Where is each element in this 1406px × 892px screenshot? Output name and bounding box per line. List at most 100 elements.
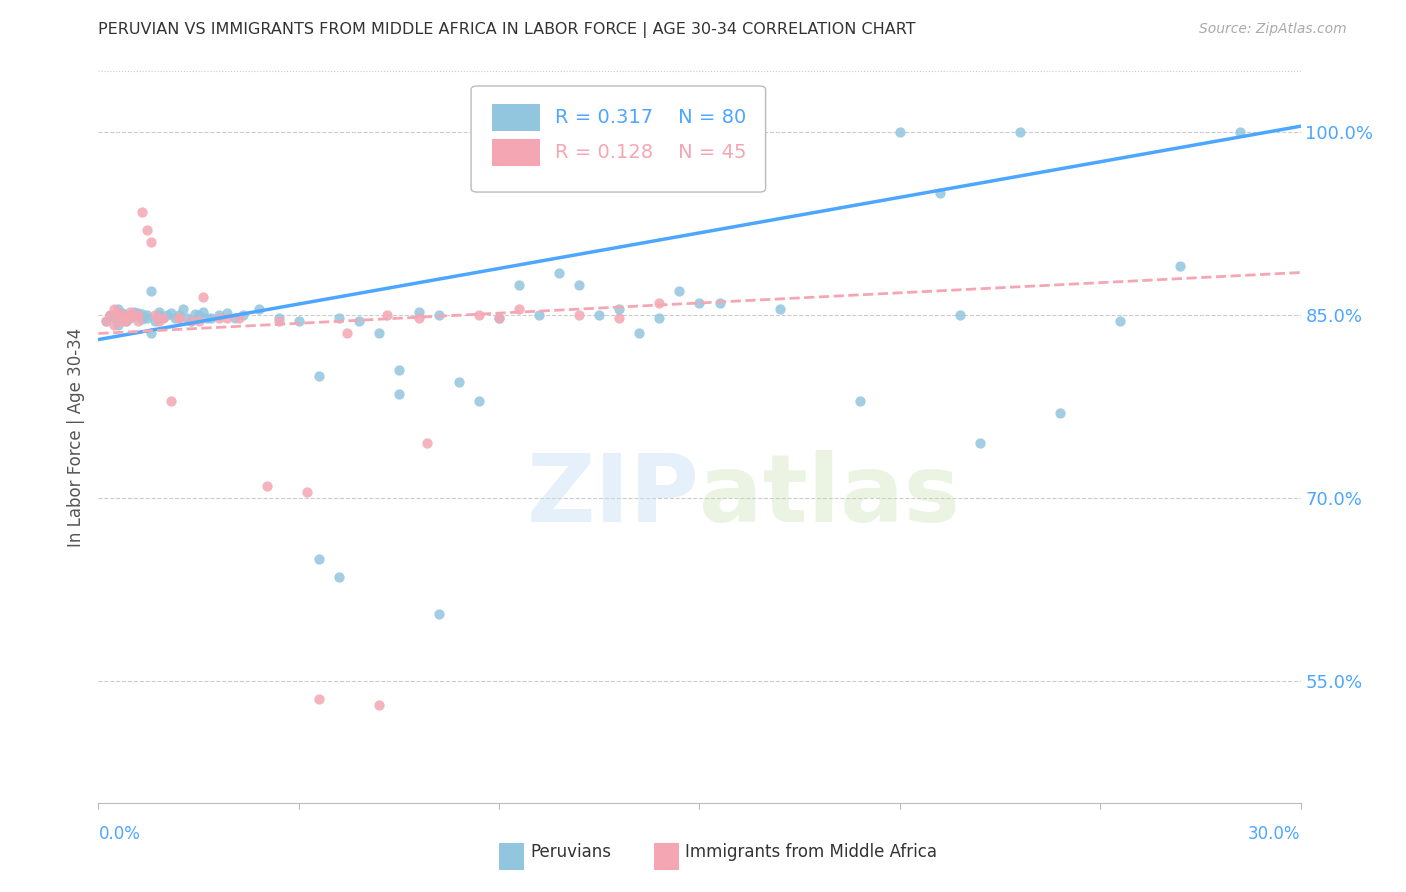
- Point: [468, 308, 491, 322]
- Point: [949, 308, 972, 322]
- Point: [347, 314, 370, 328]
- Point: [508, 301, 530, 317]
- Point: [167, 310, 190, 325]
- Point: [568, 308, 591, 322]
- Point: [548, 266, 571, 280]
- Point: [416, 436, 439, 450]
- Point: [159, 306, 181, 320]
- Point: [103, 301, 125, 317]
- Point: [135, 308, 157, 322]
- Point: [131, 307, 153, 321]
- Text: R = 0.317    N = 80: R = 0.317 N = 80: [555, 108, 747, 127]
- Point: [889, 125, 911, 139]
- Point: [388, 387, 411, 401]
- Point: [107, 301, 129, 317]
- Point: [508, 277, 530, 292]
- Point: [163, 310, 186, 325]
- Point: [172, 301, 194, 317]
- Point: [131, 204, 153, 219]
- Point: [1049, 406, 1071, 420]
- FancyBboxPatch shape: [492, 103, 540, 131]
- Point: [247, 301, 270, 317]
- Point: [208, 310, 231, 325]
- Y-axis label: In Labor Force | Age 30-34: In Labor Force | Age 30-34: [66, 327, 84, 547]
- Point: [183, 307, 205, 321]
- Point: [143, 314, 166, 328]
- Point: [328, 570, 350, 584]
- FancyBboxPatch shape: [471, 86, 766, 192]
- Point: [111, 310, 134, 325]
- Text: Source: ZipAtlas.com: Source: ZipAtlas.com: [1199, 22, 1347, 37]
- Text: ZIP: ZIP: [527, 450, 699, 541]
- Point: [648, 310, 671, 325]
- Point: [529, 308, 551, 322]
- Point: [1008, 125, 1031, 139]
- Point: [187, 314, 209, 328]
- Point: [336, 326, 359, 341]
- Point: [120, 310, 142, 324]
- Point: [128, 308, 150, 322]
- Text: atlas: atlas: [699, 450, 960, 541]
- Point: [232, 308, 254, 322]
- Point: [488, 310, 510, 325]
- Point: [111, 306, 134, 320]
- Point: [120, 310, 142, 325]
- Point: [408, 304, 430, 318]
- Text: Immigrants from Middle Africa: Immigrants from Middle Africa: [685, 843, 936, 861]
- Point: [124, 308, 146, 322]
- Point: [107, 318, 129, 332]
- FancyBboxPatch shape: [492, 138, 540, 167]
- Point: [488, 310, 510, 325]
- Point: [103, 310, 125, 325]
- Point: [368, 698, 391, 713]
- Point: [388, 363, 411, 377]
- Point: [167, 308, 190, 322]
- Point: [159, 393, 181, 408]
- Point: [609, 310, 631, 325]
- Point: [375, 308, 398, 322]
- Point: [191, 290, 214, 304]
- Point: [180, 314, 202, 328]
- Point: [107, 310, 129, 325]
- Point: [100, 308, 122, 322]
- Point: [120, 304, 142, 318]
- Point: [308, 692, 330, 706]
- Point: [131, 311, 153, 326]
- Point: [215, 310, 238, 325]
- Point: [267, 310, 290, 325]
- Point: [568, 277, 591, 292]
- Point: [100, 308, 122, 322]
- Point: [688, 296, 710, 310]
- Point: [308, 552, 330, 566]
- Text: R = 0.128    N = 45: R = 0.128 N = 45: [555, 143, 747, 162]
- Text: 30.0%: 30.0%: [1249, 825, 1301, 843]
- Point: [111, 314, 134, 328]
- Text: Peruvians: Peruvians: [530, 843, 612, 861]
- Point: [148, 308, 170, 322]
- Point: [368, 326, 391, 341]
- Point: [115, 314, 138, 328]
- Point: [128, 306, 150, 320]
- Point: [96, 314, 118, 328]
- Point: [208, 308, 231, 322]
- Text: 0.0%: 0.0%: [98, 825, 141, 843]
- Point: [167, 310, 190, 325]
- Point: [224, 310, 246, 325]
- Point: [107, 306, 129, 320]
- Point: [308, 369, 330, 384]
- Point: [115, 314, 138, 328]
- Point: [628, 326, 651, 341]
- Point: [215, 306, 238, 320]
- Point: [969, 436, 991, 450]
- Point: [176, 310, 198, 325]
- Point: [287, 314, 309, 328]
- Point: [849, 393, 872, 408]
- Point: [155, 308, 177, 322]
- Point: [709, 296, 731, 310]
- Point: [139, 235, 162, 249]
- Point: [295, 485, 318, 500]
- Point: [609, 301, 631, 317]
- Point: [115, 308, 138, 322]
- Point: [768, 301, 790, 317]
- Point: [143, 308, 166, 322]
